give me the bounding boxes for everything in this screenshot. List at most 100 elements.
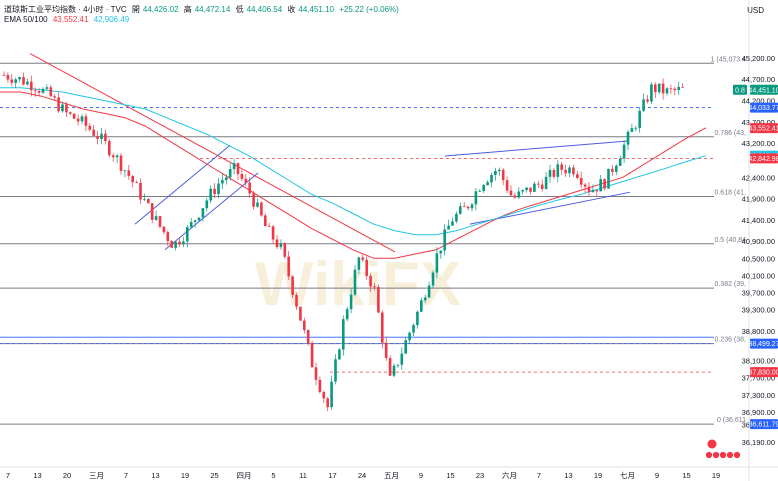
x-tick-label: 11 — [299, 471, 307, 480]
candle-body — [240, 173, 244, 179]
candle-body — [470, 204, 474, 209]
candle-body — [96, 135, 99, 139]
candle-body — [603, 179, 606, 189]
candle-body — [84, 116, 88, 126]
candle-body — [150, 203, 154, 220]
candle-body — [673, 88, 677, 91]
candle-body — [37, 90, 41, 93]
y-tick-label: 39,300.00 — [742, 305, 775, 314]
candle-body — [369, 275, 372, 287]
candle-body — [583, 184, 587, 187]
candle-body — [100, 133, 103, 139]
economic-event-icon — [733, 451, 741, 459]
x-tick-label: 13 — [151, 471, 159, 480]
fib-label: 0.236 (38, — [714, 337, 746, 344]
low-value: 44,406.54 — [246, 5, 283, 14]
candle-body — [521, 190, 524, 192]
candle-body — [18, 77, 21, 80]
candle-body — [310, 342, 314, 368]
candle-body — [154, 216, 158, 220]
y-tick-label: 43,700.00 — [742, 118, 775, 127]
y-tick-label: 41,900.00 — [742, 195, 775, 204]
candle-body — [607, 168, 610, 189]
candle-body — [509, 190, 513, 196]
candle-body — [139, 182, 142, 200]
candle-body — [26, 81, 29, 85]
x-tick-label: 19 — [181, 471, 189, 480]
candle-body — [170, 241, 173, 248]
candle-body — [57, 97, 60, 112]
x-axis: 7 13 20 三月 7 13 19 25 四月 5 11 17 24 五月 9 15 23 六月 7 13 19 七月 9… — [0, 466, 778, 480]
candle-body — [135, 182, 138, 184]
candle-body — [260, 202, 263, 216]
low-label: 低 — [235, 5, 244, 14]
candle-body — [283, 243, 287, 257]
candle-body — [186, 227, 189, 242]
x-tick-label: 15 — [682, 471, 690, 480]
economic-event-icon — [726, 451, 734, 459]
candle-body — [478, 190, 482, 192]
candle-body — [201, 208, 205, 218]
candle-body — [248, 182, 251, 194]
ema-legend: EMA 50/100 43,552.41 42,906.49 — [4, 15, 132, 24]
price-tag-label: 42,842.98 — [748, 156, 778, 163]
candle-body — [314, 367, 318, 380]
x-tick-label: 7 — [124, 471, 128, 480]
x-tick-label: 5 — [271, 471, 275, 480]
y-tick-label: 38,100.00 — [742, 357, 775, 366]
candle-body — [618, 158, 622, 166]
candle-body — [622, 144, 626, 159]
fib-label: 0.382 (39, — [714, 281, 746, 288]
candle-body — [236, 163, 240, 174]
candle-body — [306, 330, 310, 343]
candle-body — [529, 187, 532, 192]
chart-tools[interactable] — [705, 439, 741, 459]
candle-body — [92, 129, 95, 136]
y-tick-label: 43,200.00 — [742, 139, 775, 148]
candle-body — [205, 200, 209, 209]
close-label: 收 — [287, 5, 296, 14]
candle-body — [353, 269, 357, 295]
candle-body — [498, 169, 501, 172]
candle-body — [80, 116, 84, 122]
candle-body — [2, 74, 6, 76]
candle-body — [572, 167, 575, 175]
fib-label: 0 (36,611 — [717, 417, 746, 424]
candle-body — [264, 215, 267, 227]
candle-body — [88, 125, 92, 130]
trend-line — [164, 172, 259, 251]
candle-body — [677, 86, 680, 91]
candle-body — [244, 178, 248, 183]
change-value: +25.22 (+0.06%) — [339, 5, 399, 14]
candle-body — [665, 88, 669, 94]
price-tag-badge-bg — [733, 84, 747, 95]
candle-body — [330, 381, 333, 408]
x-tick-label: 25 — [210, 471, 218, 480]
candle-body — [147, 199, 150, 204]
candle-body — [447, 225, 450, 230]
candle-body — [486, 182, 489, 186]
candle-body — [377, 286, 380, 313]
candle-body — [392, 365, 396, 376]
x-tick-label: 四月 — [237, 471, 252, 480]
candle-body — [626, 131, 630, 145]
candle-body — [611, 168, 614, 172]
candle-body — [654, 84, 657, 93]
price-tag-bg — [750, 367, 778, 378]
close-value: 44,451.10 — [298, 5, 334, 14]
y-tick-label: 45,200.00 — [742, 54, 775, 63]
candle-body — [615, 165, 618, 172]
candle-body — [189, 221, 193, 228]
candle-body — [564, 169, 567, 174]
candle-body — [6, 75, 10, 80]
candle-body — [252, 193, 255, 207]
price-tags: 44,451.100.844,033.7743,552.4142,906.494… — [733, 84, 778, 430]
economic-event-icon — [705, 451, 713, 459]
candle-body — [443, 229, 446, 251]
candle-body — [381, 312, 384, 343]
fib-label: 1 (45,073.4 — [711, 56, 747, 63]
candle-body — [213, 188, 216, 195]
candle-body — [131, 175, 134, 183]
candle-body — [45, 87, 49, 89]
